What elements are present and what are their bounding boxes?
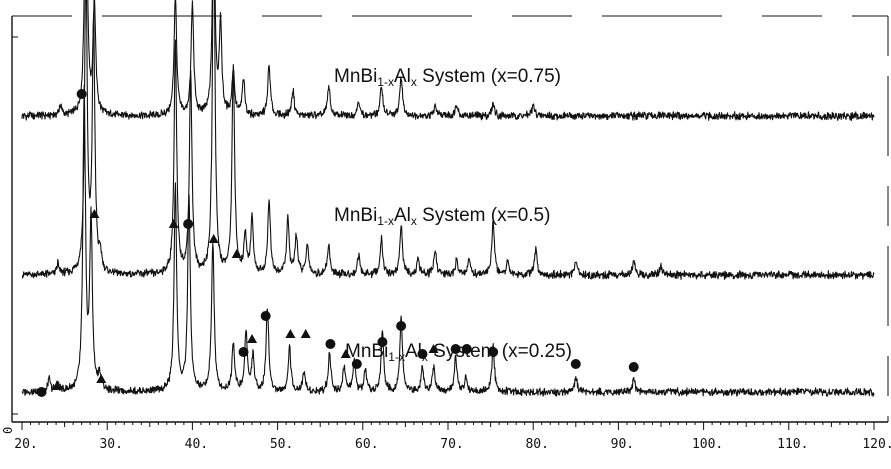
y-tick-label: 2000 [0, 39, 2, 68]
x-tick-label: 70. [440, 437, 463, 452]
x-tick-label: 20. [14, 437, 37, 452]
phase-marker-circle [377, 337, 388, 347]
pattern-trace [21, 0, 875, 121]
x-tick-label: 110. [777, 437, 808, 452]
x-tick-label: 80. [525, 437, 548, 452]
phase-marker-circle [351, 359, 362, 369]
series-label: MnBi1-xAlx System (x=0.75) [334, 66, 561, 89]
phase-marker-circle [238, 347, 249, 357]
phase-marker-triangle [340, 349, 351, 358]
phase-marker-triangle [300, 329, 311, 338]
x-axis: 20. 30. 40. 50. 60. 70. 80. 90. 100. 110. 120. [12, 421, 891, 452]
x-tick-label: 90. [611, 437, 634, 452]
phase-marker-circle [396, 321, 407, 331]
phase-marker-triangle [428, 344, 439, 353]
x-tick-label: 60. [355, 437, 378, 452]
phase-markers [36, 89, 639, 397]
phase-marker-triangle [231, 249, 242, 258]
phase-marker-triangle [285, 329, 296, 338]
phase-marker-circle [325, 339, 336, 349]
phase-marker-circle [260, 311, 271, 321]
phase-marker-triangle [208, 234, 219, 243]
phase-marker-circle [628, 362, 639, 372]
phase-marker-circle [76, 89, 87, 99]
phase-marker-circle [183, 219, 194, 229]
x-tick-label: 50. [270, 437, 293, 452]
pattern-traces [21, 0, 875, 397]
phase-marker-triangle [51, 381, 62, 390]
pattern-trace [21, 0, 875, 280]
phase-marker-triangle [89, 209, 100, 218]
series-label: MnBi1-xAlx System (x=0.5) [334, 205, 550, 228]
chart-frame [11, 15, 889, 422]
phase-marker-circle [36, 387, 47, 397]
phase-marker-circle [417, 349, 428, 359]
phase-marker-circle [488, 347, 499, 357]
pattern-trace [21, 84, 875, 397]
y-tick-label: 0 [1, 427, 15, 434]
phase-marker-circle [450, 344, 461, 354]
series-label: MnBi1-xAlx System (x=0.25) [345, 341, 572, 364]
phase-marker-triangle [96, 374, 107, 383]
x-tick-label: 100. [692, 437, 723, 452]
phase-marker-circle [570, 359, 581, 369]
phase-marker-triangle [247, 334, 258, 343]
y-axis: 0 2000 [0, 36, 18, 434]
x-tick-label: 30. [99, 437, 122, 452]
series-labels: MnBi1-xAlx System (x=0.75) MnBi1-xAlx Sys… [334, 66, 572, 364]
phase-marker-circle [461, 344, 472, 354]
x-tick-label: 40. [185, 437, 208, 452]
x-tick-label: 120. [862, 437, 891, 452]
phase-marker-triangle [168, 219, 179, 228]
